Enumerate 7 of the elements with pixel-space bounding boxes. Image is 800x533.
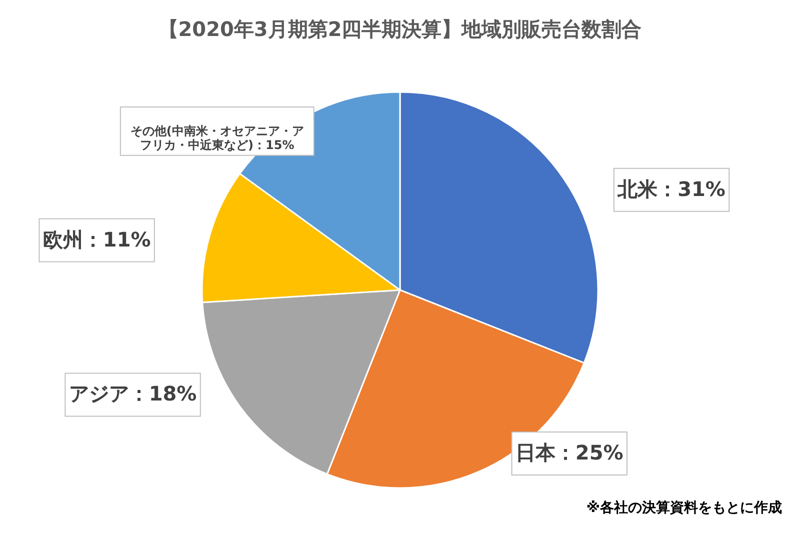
chart-title: 【2020年3月期第2四半期決算】地域別販売台数割合 bbox=[158, 17, 642, 41]
slice-label: 日本：25% bbox=[515, 440, 624, 465]
slice-label: その他(中南米・オセアニア・アフリカ・中近東など)：15% bbox=[130, 124, 304, 152]
slice-label: アジア：18% bbox=[68, 382, 197, 406]
slice-label: 北米：31% bbox=[616, 176, 726, 201]
slice-label: 欧州：11% bbox=[42, 227, 151, 252]
text: ※各社の決算資料をもとに作成 bbox=[586, 500, 782, 516]
